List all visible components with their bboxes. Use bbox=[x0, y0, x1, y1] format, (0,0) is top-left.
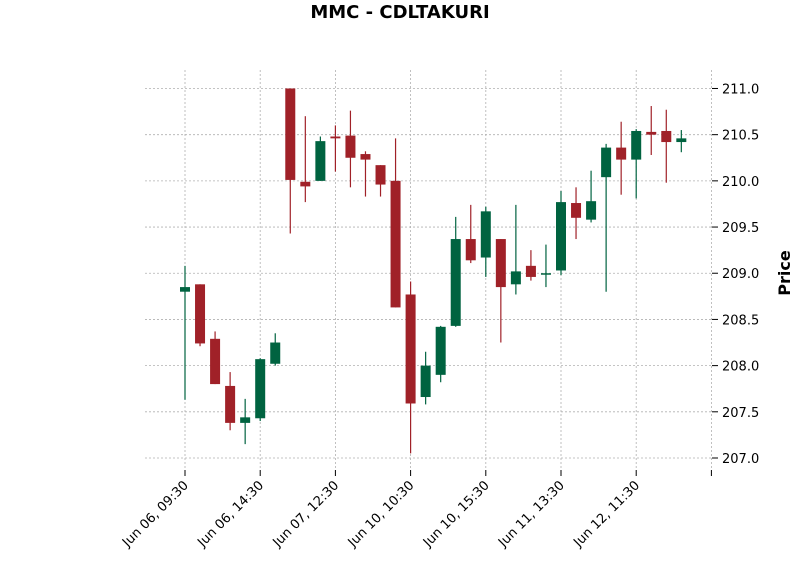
candle-body-down bbox=[225, 385, 236, 423]
candle-body-down bbox=[360, 154, 371, 160]
candle-body-down bbox=[661, 130, 672, 143]
candle bbox=[556, 191, 566, 276]
candle-body-up bbox=[435, 326, 446, 375]
candle-layer bbox=[180, 88, 687, 454]
candle bbox=[345, 110, 356, 188]
candle bbox=[255, 358, 266, 422]
chart-title: MMC - CDLTAKURI bbox=[310, 2, 489, 23]
candle bbox=[180, 265, 190, 400]
x-tick-label: Jun 10, 10:30 bbox=[345, 478, 418, 551]
candle bbox=[601, 143, 612, 292]
candle bbox=[646, 106, 657, 155]
candle-body-up bbox=[556, 202, 566, 271]
candle bbox=[240, 398, 251, 445]
candle-body-up bbox=[480, 211, 491, 258]
candle bbox=[586, 170, 597, 223]
candle-body-down bbox=[465, 239, 476, 261]
candle bbox=[300, 116, 311, 203]
candle-body-up bbox=[510, 271, 521, 285]
candle-body-down bbox=[330, 136, 341, 139]
candle-body-up bbox=[676, 138, 687, 143]
y-tick-label: 208.5 bbox=[722, 313, 759, 328]
candle-body-up bbox=[601, 147, 612, 178]
candle bbox=[375, 165, 386, 197]
candle-body-down bbox=[375, 165, 386, 185]
y-tick-label: 209.0 bbox=[722, 267, 759, 282]
candle bbox=[390, 138, 401, 308]
x-tick-label: Jun 10, 15:30 bbox=[420, 478, 493, 551]
candle bbox=[495, 239, 506, 343]
candle bbox=[225, 372, 236, 431]
x-tick-label: Jun 06, 09:30 bbox=[119, 478, 192, 551]
candle bbox=[676, 130, 687, 153]
y-axis: 207.0 207.5 208.0 208.5 209.0 209.5 210.0 210.5… bbox=[712, 82, 759, 467]
y-tick-label: 209.5 bbox=[722, 221, 759, 236]
x-tick-label: Jun 06, 14:30 bbox=[194, 478, 267, 551]
candle-body-up bbox=[180, 287, 190, 292]
candle bbox=[270, 333, 281, 366]
candle-body-up bbox=[420, 365, 431, 398]
x-axis: Jun 06, 09:30 Jun 06, 14:30 Jun 07, 12:30 J… bbox=[119, 470, 712, 551]
candle bbox=[661, 109, 672, 183]
x-tick-label: Jun 12, 11:30 bbox=[570, 478, 643, 551]
candle bbox=[540, 244, 551, 288]
candle bbox=[435, 325, 446, 383]
candle-body-down bbox=[345, 135, 356, 158]
candle-body-up bbox=[540, 273, 551, 275]
candle-body-down bbox=[495, 239, 506, 288]
candle bbox=[405, 281, 416, 454]
candle bbox=[571, 187, 582, 240]
candle-body-up bbox=[240, 417, 251, 423]
candle-body-up bbox=[270, 342, 281, 364]
candle-body-down bbox=[390, 180, 401, 308]
candle-body-down bbox=[616, 147, 627, 160]
candle bbox=[360, 151, 371, 197]
candle-body-up bbox=[315, 141, 326, 181]
candle-body-down bbox=[525, 265, 536, 277]
candle-body-down bbox=[571, 203, 582, 218]
y-tick-label: 210.5 bbox=[722, 129, 759, 144]
candle-body-up bbox=[631, 130, 642, 160]
candle bbox=[450, 216, 461, 327]
y-tick-label: 210.0 bbox=[722, 175, 759, 190]
candle-body-down bbox=[300, 181, 311, 187]
candle bbox=[315, 136, 326, 181]
candle bbox=[330, 125, 341, 172]
x-tick-label: Jun 11, 13:30 bbox=[495, 478, 568, 551]
candle bbox=[195, 284, 206, 347]
candle-body-up bbox=[450, 239, 461, 326]
candle-body-down bbox=[210, 338, 221, 385]
candle-body-up bbox=[586, 201, 597, 220]
y-tick-label: 207.5 bbox=[722, 406, 759, 421]
y-tick-label: 207.0 bbox=[722, 452, 759, 467]
y-tick-label: 208.0 bbox=[722, 360, 759, 375]
candle bbox=[480, 206, 491, 277]
candle-body-up bbox=[255, 359, 266, 419]
candle bbox=[525, 250, 536, 281]
candle bbox=[510, 204, 521, 295]
candle-body-down bbox=[195, 284, 206, 344]
candle bbox=[631, 129, 642, 199]
x-tick-label: Jun 07, 12:30 bbox=[270, 478, 343, 551]
candle-body-down bbox=[285, 88, 296, 180]
candle-body-down bbox=[646, 131, 657, 135]
candle-body-down bbox=[405, 294, 416, 404]
candle bbox=[210, 331, 221, 385]
y-axis-label: Price bbox=[775, 250, 794, 296]
candle bbox=[465, 204, 476, 264]
candle bbox=[420, 351, 431, 405]
candle bbox=[285, 88, 296, 234]
y-tick-label: 211.0 bbox=[722, 82, 759, 97]
candle bbox=[616, 121, 627, 195]
